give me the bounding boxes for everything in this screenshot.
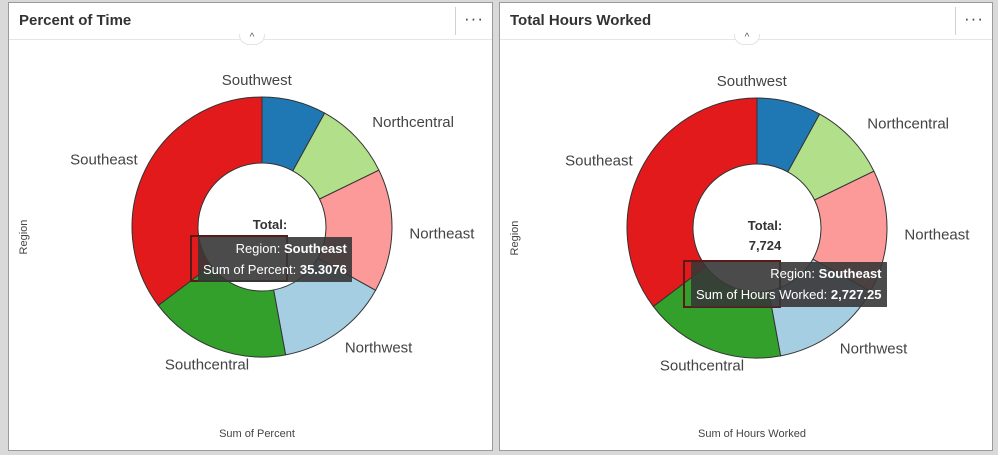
- donut-slice-southeast[interactable]: [131, 96, 263, 307]
- x-axis-label: Sum of Hours Worked: [698, 428, 806, 440]
- y-axis-label: Region: [18, 220, 30, 255]
- donut-slice-southcentral[interactable]: [157, 264, 287, 358]
- center-total-label: Total:: [253, 217, 287, 232]
- panel-title: Percent of Time: [19, 12, 132, 29]
- tooltip-measure-value: 2,727.25: [830, 287, 882, 302]
- slice-label-southcentral: Southcentral: [660, 358, 744, 375]
- tooltip-field-label: Region:: [770, 266, 816, 281]
- donut-slice-southeast[interactable]: [626, 97, 758, 308]
- slice-label-northcentral: Northcentral: [867, 115, 949, 132]
- slice-label-southeast: Southeast: [565, 152, 633, 169]
- tooltip-field-label: Region:: [235, 241, 281, 256]
- y-axis-label: Region: [509, 221, 521, 256]
- more-options-button[interactable]: ···: [455, 7, 492, 35]
- slice-label-northeast: Northeast: [904, 226, 970, 243]
- tooltip-field-value: Southeast: [284, 241, 347, 256]
- slice-label-northeast: Northeast: [409, 225, 475, 242]
- slice-label-northwest: Northwest: [345, 340, 413, 357]
- center-total-value: 7,724: [749, 238, 782, 253]
- donut-chart: Southwest Northcentral Northeast Northwest S…: [18, 72, 475, 440]
- slice-label-southwest: Southwest: [222, 72, 293, 89]
- chart-panel-total-hours-worked: Total Hours Worked ··· ^ Southwest Northc…: [499, 2, 993, 451]
- x-axis-label: Sum of Percent: [219, 428, 295, 440]
- slice-label-southwest: Southwest: [717, 73, 788, 90]
- tooltip-measure-label: Sum of Percent:: [203, 262, 297, 277]
- tooltip-measure-label: Sum of Hours Worked:: [696, 287, 828, 302]
- tooltip: Region: Southeast Sum of Percent: 35.307…: [198, 237, 352, 282]
- slice-label-southcentral: Southcentral: [165, 357, 249, 374]
- more-options-button[interactable]: ···: [955, 7, 992, 35]
- tooltip-measure-value: 35.3076: [299, 262, 347, 277]
- panel-title: Total Hours Worked: [510, 12, 652, 29]
- slice-label-southeast: Southeast: [70, 151, 138, 168]
- slice-label-northwest: Northwest: [840, 341, 908, 358]
- chart-panel-percent-of-time: Percent of Time ··· ^ Southwest Northcent…: [8, 2, 493, 451]
- slice-label-northcentral: Northcentral: [372, 114, 454, 131]
- donut-chart: Southwest Northcentral Northeast Northwest S…: [509, 73, 970, 440]
- tooltip: Region: Southeast Sum of Hours Worked: 2…: [691, 262, 887, 307]
- tooltip-field-value: Southeast: [818, 266, 882, 281]
- center-total-label: Total:: [748, 218, 782, 233]
